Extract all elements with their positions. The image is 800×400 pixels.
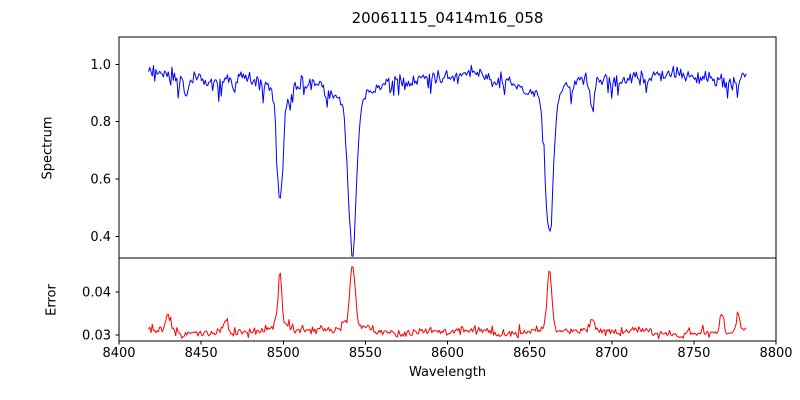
wavelength-axis-label: Wavelength [408, 365, 487, 380]
x-tick-label: 8750 [677, 346, 710, 361]
spectrum-y-tick-label: 0.8 [90, 115, 111, 130]
x-tick-label: 8400 [102, 346, 135, 361]
spectrum-y-tick-label: 0.6 [90, 173, 111, 188]
error-line [148, 266, 747, 340]
spectrum-line [148, 64, 747, 257]
x-tick-label: 8550 [349, 346, 382, 361]
error-y-tick-label: 0.03 [82, 328, 111, 343]
spectrum-y-tick-label: 1.0 [90, 58, 111, 73]
x-tick-label: 8650 [513, 346, 546, 361]
x-tick-label: 8700 [595, 346, 628, 361]
error-y-tick-label: 0.04 [82, 285, 111, 300]
spectrum-y-tick-label: 0.4 [90, 230, 111, 245]
x-tick-label: 8800 [759, 346, 792, 361]
page-title: 20061115_0414m16_058 [351, 9, 544, 27]
spectrum-axis-label: Spectrum [40, 116, 56, 180]
error-axis-label: Error [44, 284, 60, 316]
x-tick-label: 8600 [431, 346, 464, 361]
x-tick-label: 8450 [185, 346, 218, 361]
x-tick-label: 8500 [267, 346, 300, 361]
